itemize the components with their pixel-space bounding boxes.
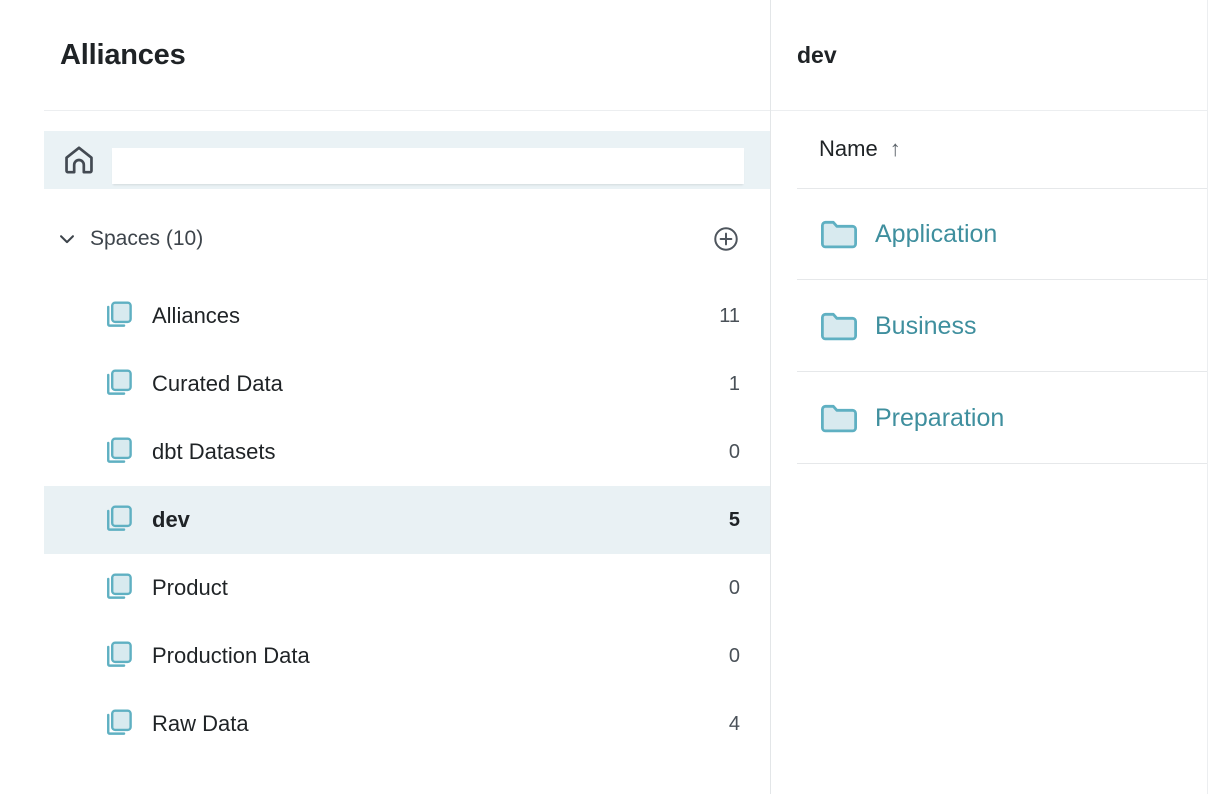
space-count: 0 — [728, 440, 740, 463]
space-row-dev[interactable]: dev 5 — [44, 486, 770, 554]
space-icon — [102, 367, 136, 401]
folder-row-business[interactable]: Business — [771, 280, 1207, 372]
column-header-label: Name — [819, 136, 878, 161]
page-title: Alliances — [60, 38, 186, 71]
space-icon — [102, 639, 136, 673]
space-row-curated-data[interactable]: Curated Data 1 — [44, 350, 770, 418]
detail-header-divider — [771, 110, 1207, 111]
space-count: 1 — [728, 372, 740, 395]
space-count: 0 — [728, 644, 740, 667]
space-count: 0 — [728, 576, 740, 599]
sidebar-header-divider — [44, 110, 770, 111]
space-row-production-data[interactable]: Production Data 0 — [44, 622, 770, 690]
space-icon — [102, 435, 136, 469]
folder-icon — [819, 217, 859, 251]
folder-icon — [819, 401, 859, 435]
space-name: Alliances — [152, 303, 241, 328]
space-count: 5 — [728, 508, 740, 531]
spaces-group-header[interactable]: Spaces (10) — [44, 211, 770, 267]
detail-panel: dev Name ↑ Application — [771, 0, 1208, 794]
plus-circle-icon[interactable] — [712, 225, 740, 253]
folder-row-preparation[interactable]: Preparation — [771, 372, 1207, 464]
folder-row-application[interactable]: Application — [771, 188, 1207, 280]
folder-name: Business — [875, 311, 977, 340]
space-name: Production Data — [152, 643, 310, 668]
space-name: Curated Data — [152, 371, 283, 396]
column-header-divider — [797, 188, 1207, 189]
folder-name: Preparation — [875, 403, 1005, 432]
space-row-dbt-datasets[interactable]: dbt Datasets 0 — [44, 418, 770, 486]
detail-header: dev — [771, 0, 1207, 110]
folder-name: Application — [875, 219, 998, 248]
space-row-raw-data[interactable]: Raw Data 4 — [44, 690, 770, 758]
home-icon[interactable] — [62, 143, 96, 177]
folder-list: Application Business Preparation — [771, 188, 1207, 464]
space-icon — [102, 707, 136, 741]
spaces-group-label: Spaces (10) — [90, 227, 204, 250]
space-row-product[interactable]: Product 0 — [44, 554, 770, 622]
folder-icon — [819, 309, 859, 343]
space-icon — [102, 571, 136, 605]
space-icon — [102, 299, 136, 333]
detail-title: dev — [797, 41, 837, 68]
space-count: 4 — [728, 712, 740, 735]
space-icon — [102, 503, 136, 537]
spaces-list: Alliances 11 Curated Data 1 — [44, 282, 770, 794]
sort-ascending-icon[interactable]: ↑ — [889, 136, 901, 161]
space-count: 11 — [719, 304, 740, 327]
breadcrumb-redaction-overlay — [112, 148, 744, 184]
sidebar-header: Alliances — [0, 0, 770, 110]
space-name: dbt Datasets — [152, 439, 276, 464]
space-name: Product — [152, 575, 228, 600]
chevron-down-icon[interactable] — [56, 228, 78, 250]
sidebar: Alliances Spaces (10) — [0, 0, 771, 794]
space-row-alliances[interactable]: Alliances 11 — [44, 282, 770, 350]
space-name: Raw Data — [152, 711, 249, 736]
space-name: dev — [152, 507, 190, 532]
column-header-name[interactable]: Name ↑ — [771, 110, 1207, 188]
